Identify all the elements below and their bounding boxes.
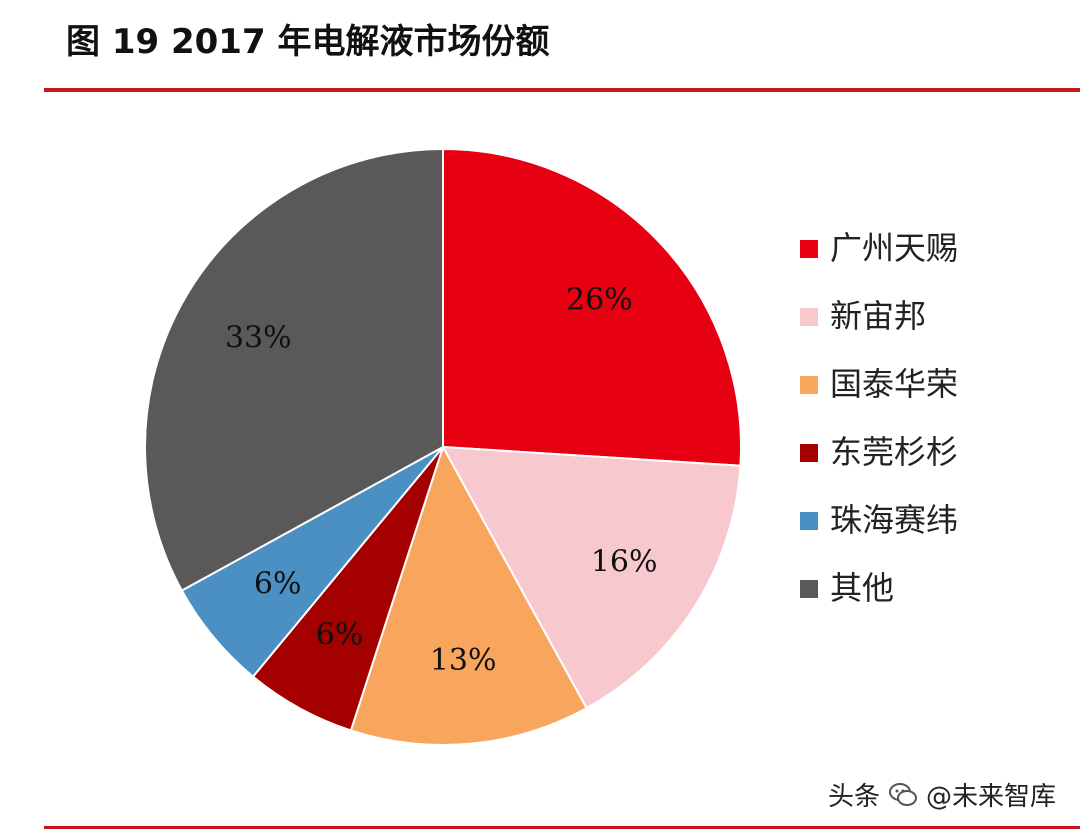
- legend-label-2: 国泰华荣: [830, 365, 959, 403]
- bottom-divider: [44, 826, 1080, 829]
- slice-label-2: 13%: [430, 643, 497, 678]
- page-title: 图 19 2017 年电解液市场份额: [66, 22, 550, 62]
- legend-swatch-2: [800, 376, 818, 394]
- legend-item-5: 其他: [800, 568, 958, 636]
- legend-item-2: 国泰华荣: [800, 364, 958, 432]
- legend-label-4: 珠海赛纬: [830, 501, 959, 539]
- legend: 广州天赐新宙邦国泰华荣东莞杉杉珠海赛纬其他: [800, 228, 958, 636]
- watermark: 头条 @未来智库: [828, 776, 1056, 813]
- slice-label-0: 26%: [566, 283, 633, 318]
- legend-label-1: 新宙邦: [830, 297, 927, 335]
- slice-label-4: 6%: [254, 566, 302, 601]
- legend-swatch-0: [800, 240, 818, 258]
- slice-label-5: 33%: [225, 320, 292, 355]
- legend-item-3: 东莞杉杉: [800, 432, 958, 500]
- legend-label-0: 广州天赐: [830, 229, 959, 267]
- watermark-source: 头条: [827, 782, 880, 812]
- legend-label-3: 东莞杉杉: [830, 433, 959, 471]
- pie-slice-2: [349, 444, 588, 746]
- pie-slices: [144, 147, 742, 746]
- legend-swatch-4: [800, 512, 818, 530]
- legend-item-0: 广州天赐: [800, 228, 958, 296]
- legend-item-1: 新宙邦: [800, 296, 958, 364]
- watermark-handle: @未来智库: [925, 782, 1056, 812]
- legend-swatch-5: [800, 580, 818, 598]
- pie-slice-1: [441, 445, 742, 710]
- legend-swatch-3: [800, 444, 818, 462]
- legend-label-5: 其他: [830, 569, 895, 607]
- legend-item-4: 珠海赛纬: [800, 500, 958, 568]
- wechat-icon: [888, 782, 917, 806]
- legend-swatch-1: [800, 308, 818, 326]
- slice-label-1: 16%: [591, 545, 658, 580]
- slice-label-3: 6%: [316, 618, 364, 653]
- pie-slice-0: [442, 147, 742, 467]
- title-divider: [44, 88, 1080, 92]
- pie-slice-5: [144, 147, 444, 592]
- pie-labels: 26% 16% 13% 6% 6% 33%: [225, 283, 658, 678]
